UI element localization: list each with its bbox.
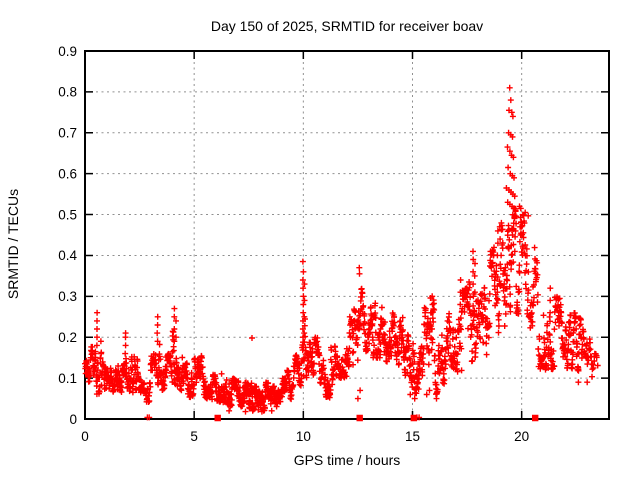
x-tick-label: 0 <box>81 429 89 444</box>
y-tick-label: 0.9 <box>58 44 77 59</box>
y-tick-label: 0.7 <box>58 126 77 141</box>
y-tick-label: 0.3 <box>58 289 77 304</box>
chart-title: Day 150 of 2025, SRMTID for receiver boa… <box>210 18 484 34</box>
x-axis-label: GPS time / hours <box>293 452 401 468</box>
y-tick-label: 0.2 <box>58 330 77 345</box>
y-tick-label: 0.4 <box>58 248 77 263</box>
y-tick-label: 0.1 <box>58 371 77 386</box>
x-tick-label: 5 <box>190 429 198 444</box>
y-axis-label: SRMTID / TECUs <box>5 188 21 300</box>
plot-border <box>84 50 610 420</box>
y-tick-label: 0.6 <box>58 166 77 181</box>
x-tick-label: 15 <box>405 429 420 444</box>
scatter-points <box>82 84 601 421</box>
y-tick-label: 0.8 <box>58 85 77 100</box>
x-tick-label: 20 <box>514 429 529 444</box>
y-tick-label: 0.5 <box>58 207 77 222</box>
y-tick-label: 0 <box>69 412 77 427</box>
x-tick-label: 10 <box>296 429 311 444</box>
